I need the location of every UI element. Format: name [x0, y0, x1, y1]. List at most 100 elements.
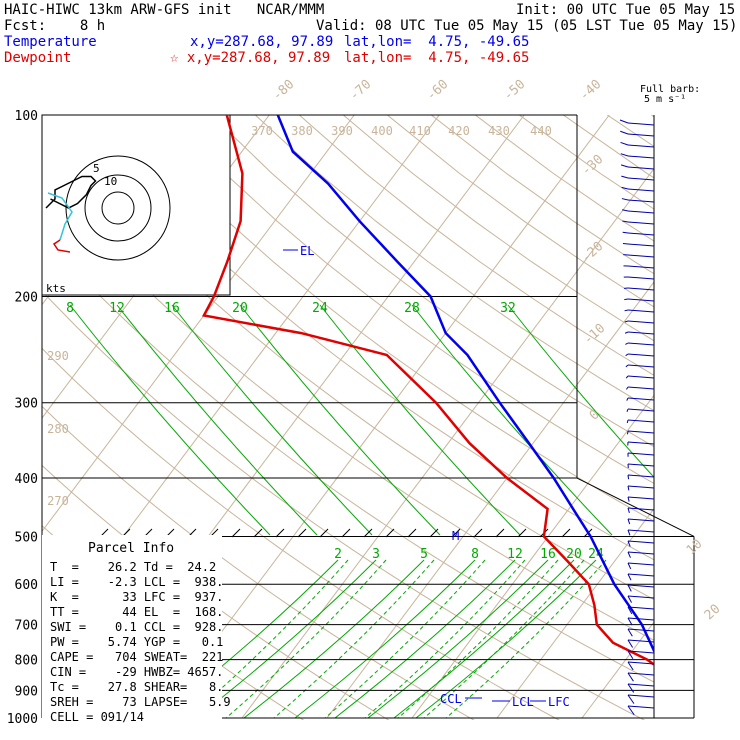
- wind-barb-flag: [627, 518, 631, 525]
- wind-barb-flag: [627, 705, 635, 716]
- wind-barb: [627, 540, 655, 544]
- model-title: HAIC-HIWC 13km ARW-GFS init NCAR/MMM: [4, 2, 325, 18]
- pressure-label: 600: [15, 578, 38, 593]
- mixing-ratio-line: [69, 304, 271, 536]
- isotherm-line: [581, 621, 654, 719]
- wind-barb-flag: [624, 331, 629, 334]
- isotherm-line: [0, 115, 14, 718]
- wind-barb: [627, 474, 655, 478]
- dry-adiabat-line: [211, 115, 654, 448]
- wind-barb-flag: [627, 474, 630, 480]
- isotherm-label: 10: [684, 537, 706, 559]
- wind-barb: [627, 342, 655, 346]
- level-hatch: [385, 528, 395, 538]
- wind-barb-flag: [627, 540, 631, 547]
- wind-barb: [627, 254, 655, 258]
- theta-label: 370: [251, 124, 273, 138]
- mixing-ratio-label: 3: [372, 547, 380, 562]
- lcl-label: LCL: [512, 695, 534, 709]
- wind-barb: [627, 408, 655, 412]
- wind-barb: [627, 529, 655, 533]
- wind-barb-flag: [622, 231, 629, 234]
- mixing-ratio-line: [393, 559, 575, 719]
- level-hatch: [297, 528, 307, 538]
- theta-label: 270: [47, 494, 69, 508]
- wind-barb-flag: [627, 507, 630, 513]
- wind-barb-flag: [625, 342, 629, 345]
- mixing-ratio-line: [411, 304, 613, 536]
- mixing-ratio-label: 8: [66, 301, 74, 316]
- wind-barb: [627, 386, 655, 390]
- wind-barb: [627, 683, 655, 687]
- dry-adiabat-line: [42, 122, 654, 601]
- level-hatch: [517, 528, 527, 538]
- isotherm-line: [156, 115, 610, 719]
- isotherm-label: -80: [270, 77, 297, 104]
- hodograph-frame: [41, 114, 231, 296]
- wind-barb: [627, 298, 655, 302]
- hodograph-trace: [45, 175, 97, 209]
- wind-barb-flag: [627, 617, 633, 626]
- wind-barb: [627, 551, 655, 555]
- wind-barb-flag: [620, 164, 629, 168]
- level-hatch: [495, 528, 505, 538]
- wind-barb-flag: [621, 186, 629, 190]
- wind-barb: [627, 617, 655, 621]
- lfc-label: LFC: [548, 695, 570, 709]
- moist-adiabat-line: [225, 559, 387, 719]
- wind-barb: [627, 188, 655, 192]
- dry-adiabat-line: [42, 290, 646, 720]
- wind-barb: [627, 232, 655, 236]
- wind-barb-flag: [619, 119, 629, 124]
- wind-barb-flag: [627, 529, 631, 536]
- dry-adiabat-line: [298, 115, 654, 376]
- wind-barb-flag: [627, 485, 630, 491]
- level-hatch: [473, 528, 483, 538]
- wind-barb-flag: [622, 242, 629, 245]
- isotherm-label: -70: [347, 77, 374, 104]
- mixing-ratio-label: 20: [566, 547, 582, 562]
- valid-time: Valid: 08 UTC Tue 05 May 15 (05 LST Tue …: [316, 18, 738, 34]
- theta-label: 280: [47, 422, 69, 436]
- wind-barb-flag: [627, 573, 632, 581]
- dry-adiabat-line: [123, 115, 654, 522]
- wind-barb: [627, 199, 655, 203]
- pressure-label: 900: [15, 684, 38, 699]
- pressure-label: 700: [15, 619, 38, 634]
- isotherm-label: -60: [424, 77, 451, 104]
- isotherm-line: [496, 507, 654, 719]
- dry-adiabat-line: [254, 115, 654, 412]
- wind-barb-flag: [625, 353, 629, 357]
- wind-barb: [627, 122, 655, 126]
- mixing-ratio-line: [171, 304, 373, 536]
- wind-barb-flag: [625, 364, 629, 368]
- wind-barb-flag: [621, 198, 629, 201]
- wind-barb: [627, 441, 655, 445]
- mixing-ratio-label: 8: [471, 547, 479, 562]
- isotherm-label: 20: [702, 602, 724, 624]
- mixing-ratio-line: [367, 559, 549, 719]
- wind-barb-flag: [626, 386, 629, 390]
- pressure-label: 100: [15, 109, 38, 124]
- parcel-info-row: LI = -2.3 LCL = 938.: [50, 575, 224, 589]
- wind-barb: [627, 650, 655, 654]
- dewpoint-profile-line: [201, 115, 654, 667]
- init-time: Init: 00 UTC Tue 05 May 15: [516, 2, 736, 18]
- level-hatch: [451, 528, 461, 538]
- mixing-ratio-line: [319, 304, 521, 536]
- wind-barb-flag: [626, 397, 629, 401]
- wind-barb-flag: [627, 628, 633, 637]
- wind-barb-flag: [627, 639, 634, 648]
- dry-adiabat-line: [342, 115, 654, 342]
- wind-barb: [627, 573, 655, 577]
- wind-barb: [627, 518, 655, 522]
- dewpoint-xy: ☆ x,y=287.68, 97.89: [170, 50, 331, 66]
- mixing-ratio-label: 32: [500, 301, 516, 316]
- wind-barb-flag: [624, 298, 629, 301]
- pressure-label: 500: [15, 530, 38, 545]
- wind-barb-flag: [627, 496, 630, 502]
- theta-label: 380: [291, 124, 313, 138]
- level-hatch: [429, 528, 439, 538]
- level-hatch: [253, 528, 263, 538]
- plot-boundary: [576, 477, 695, 537]
